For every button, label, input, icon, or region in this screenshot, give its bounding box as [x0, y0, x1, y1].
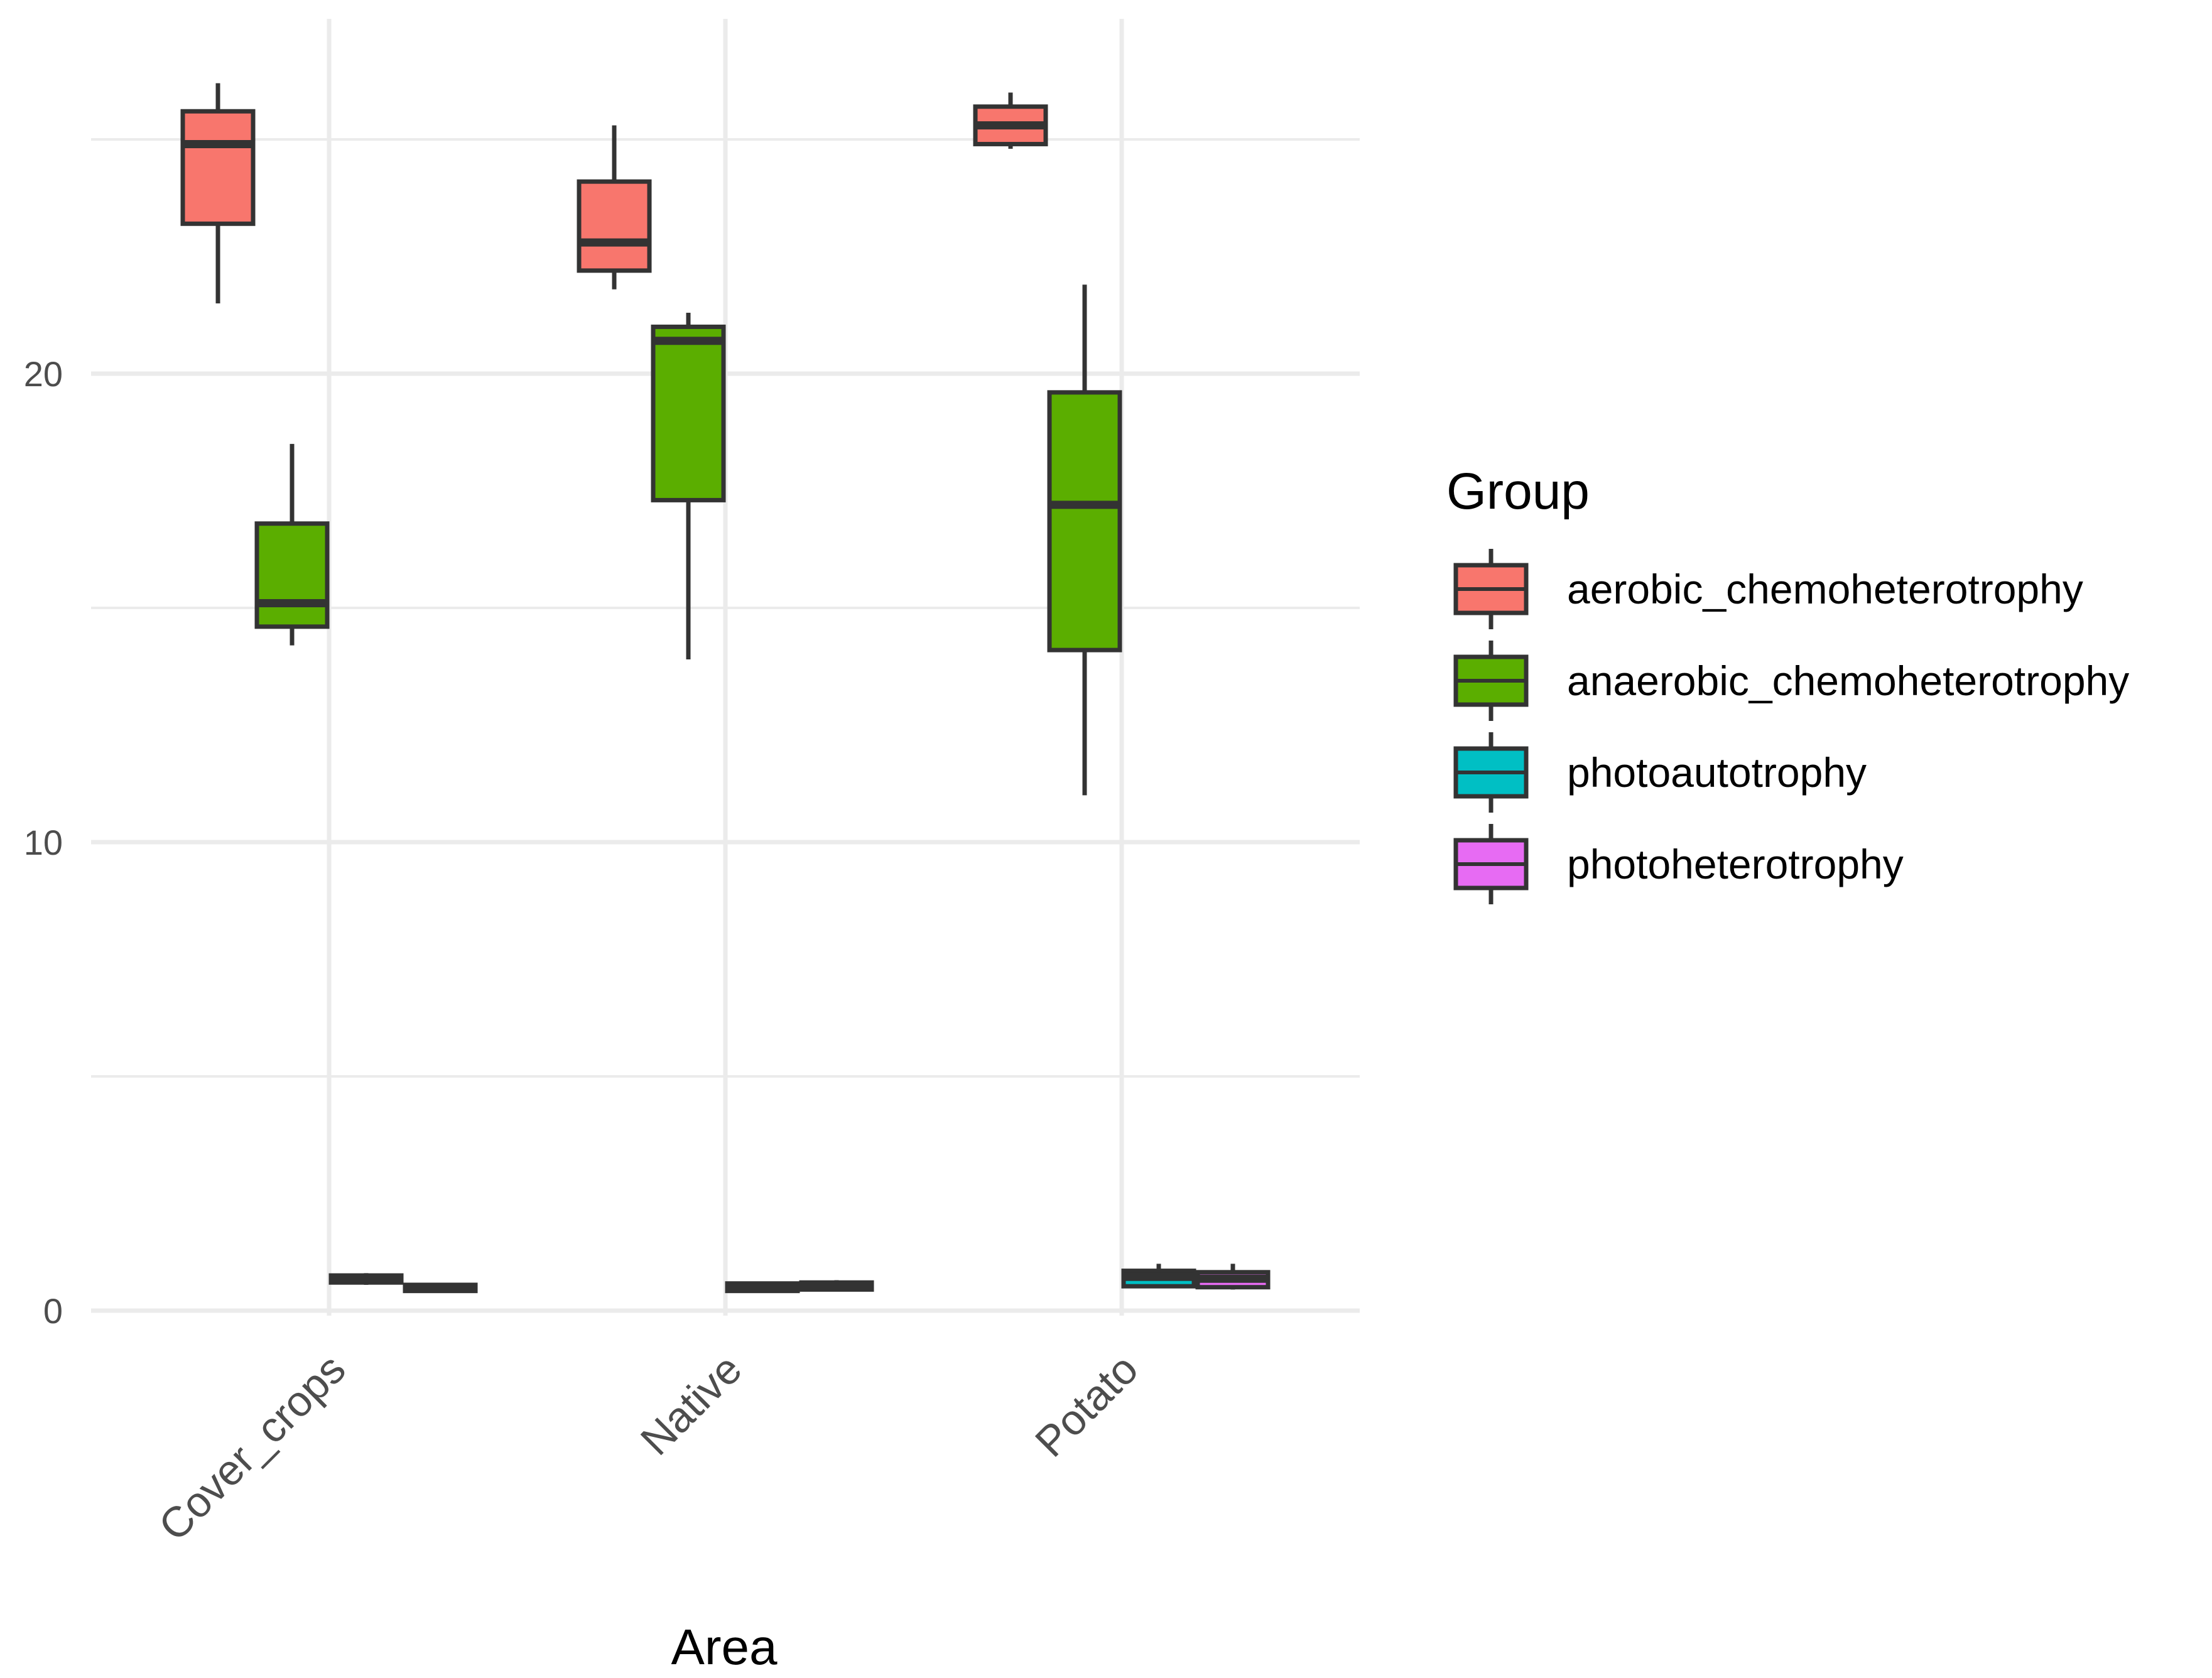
legend-item-photoheterotrophy: photoheterotrophy: [1453, 824, 1904, 904]
box-body: [1047, 390, 1122, 652]
box-photoheterotrophy-Cover_crops: [403, 1282, 478, 1294]
box-aerobic_chemoheterotrophy-Cover_crops: [180, 83, 256, 304]
boxplot-series: [180, 83, 1271, 1294]
y-tick-label: 0: [43, 1291, 63, 1331]
box-photoautotrophy-Potato: [1121, 1264, 1196, 1289]
box-body: [651, 324, 726, 502]
y-tick-label: 20: [24, 354, 63, 394]
x-tick-label: Potato: [1026, 1345, 1147, 1466]
legend-label: photoheterotrophy: [1567, 841, 1904, 887]
legend-title: Group: [1446, 463, 1590, 520]
box-body: [254, 521, 330, 629]
legend-label: aerobic_chemoheterotrophy: [1567, 566, 2083, 612]
x-axis-ticks: Cover_crops Native Potato: [149, 1345, 1147, 1550]
box-photoautotrophy-Native: [725, 1281, 800, 1294]
legend-item-aerobic_chemoheterotrophy: aerobic_chemoheterotrophy: [1453, 549, 2083, 629]
legend-item-anaerobic_chemoheterotrophy: anaerobic_chemoheterotrophy: [1453, 641, 2129, 721]
box-body: [180, 109, 256, 226]
x-axis-title: Area: [671, 1619, 778, 1675]
box-aerobic_chemoheterotrophy-Native: [577, 125, 652, 290]
legend-label: photoautotrophy: [1567, 749, 1867, 796]
y-axis-ticks: 0 10 20: [24, 354, 63, 1331]
box-anaerobic_chemoheterotrophy-Cover_crops: [254, 443, 330, 646]
legend-label: anaerobic_chemoheterotrophy: [1567, 658, 2129, 704]
legend-item-photoautotrophy: photoautotrophy: [1453, 732, 1867, 813]
box-anaerobic_chemoheterotrophy-Native: [651, 313, 726, 660]
gridlines: [91, 19, 1360, 1316]
x-tick-label: Native: [632, 1345, 751, 1464]
box-photoautotrophy-Cover_crops: [328, 1273, 404, 1285]
legend: Group aerobic_chemoheterotrophy anaerobic…: [1446, 463, 2129, 904]
y-tick-label: 10: [24, 823, 63, 862]
box-photoheterotrophy-Native: [799, 1280, 874, 1292]
x-tick-label: Cover_crops: [149, 1345, 354, 1550]
box-aerobic_chemoheterotrophy-Potato: [973, 92, 1048, 149]
box-photoheterotrophy-Potato: [1195, 1264, 1271, 1290]
box-anaerobic_chemoheterotrophy-Potato: [1047, 284, 1122, 796]
box-body: [577, 179, 652, 273]
